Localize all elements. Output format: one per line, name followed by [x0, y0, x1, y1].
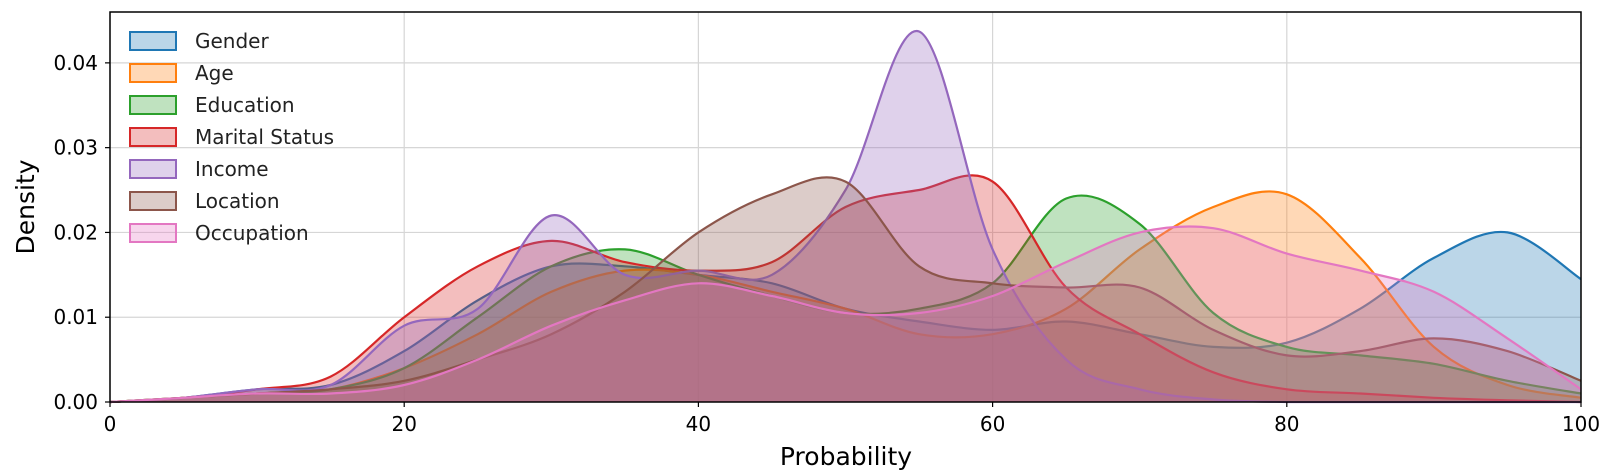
legend-label-location: Location: [195, 189, 280, 213]
legend-swatch-education: [129, 95, 177, 115]
x-tick-label: 20: [391, 412, 416, 436]
y-axis-ticks: 0.00 0.01 0.02 0.03 0.04: [53, 51, 110, 414]
area-marital-status: [110, 175, 1581, 402]
y-tick-label: 0.04: [53, 51, 98, 75]
legend: Gender Age Education Marital Status Income Lo…: [129, 29, 334, 245]
legend-label-marital-status: Marital Status: [195, 125, 334, 149]
area-age: [110, 191, 1581, 402]
legend-swatch-age: [129, 63, 177, 83]
x-axis-label: Probability: [780, 442, 912, 471]
legend-label-income: Income: [195, 157, 269, 181]
area-education: [110, 195, 1581, 402]
legend-label-age: Age: [195, 61, 234, 85]
x-tick-label: 60: [980, 412, 1005, 436]
x-tick-label: 100: [1562, 412, 1600, 436]
legend-label-gender: Gender: [195, 29, 269, 53]
legend-swatch-income: [129, 159, 177, 179]
density-areas: [109, 30, 1582, 404]
y-axis-label: Density: [11, 159, 40, 254]
legend-swatch-location: [129, 191, 177, 211]
area-location: [110, 177, 1581, 402]
y-tick-label: 0.01: [53, 305, 98, 329]
legend-swatch-marital-status: [129, 127, 177, 147]
x-tick-label: 0: [104, 412, 117, 436]
y-tick-label: 0.03: [53, 136, 98, 160]
x-tick-label: 80: [1274, 412, 1299, 436]
legend-swatch-occupation: [129, 223, 177, 243]
legend-swatch-gender: [129, 31, 177, 51]
plot-frame: [109, 11, 1582, 403]
y-tick-label: 0.02: [53, 220, 98, 244]
y-tick-label: 0.00: [53, 390, 98, 414]
line-marital-status: [109, 174, 1582, 404]
x-axis-ticks: 0 20 40 60 80 100: [104, 402, 1600, 436]
line-occupation: [109, 225, 1582, 404]
x-tick-label: 40: [686, 412, 711, 436]
legend-label-education: Education: [195, 93, 295, 117]
area-occupation: [110, 226, 1581, 402]
legend-label-occupation: Occupation: [195, 221, 309, 245]
line-location: [109, 176, 1582, 404]
